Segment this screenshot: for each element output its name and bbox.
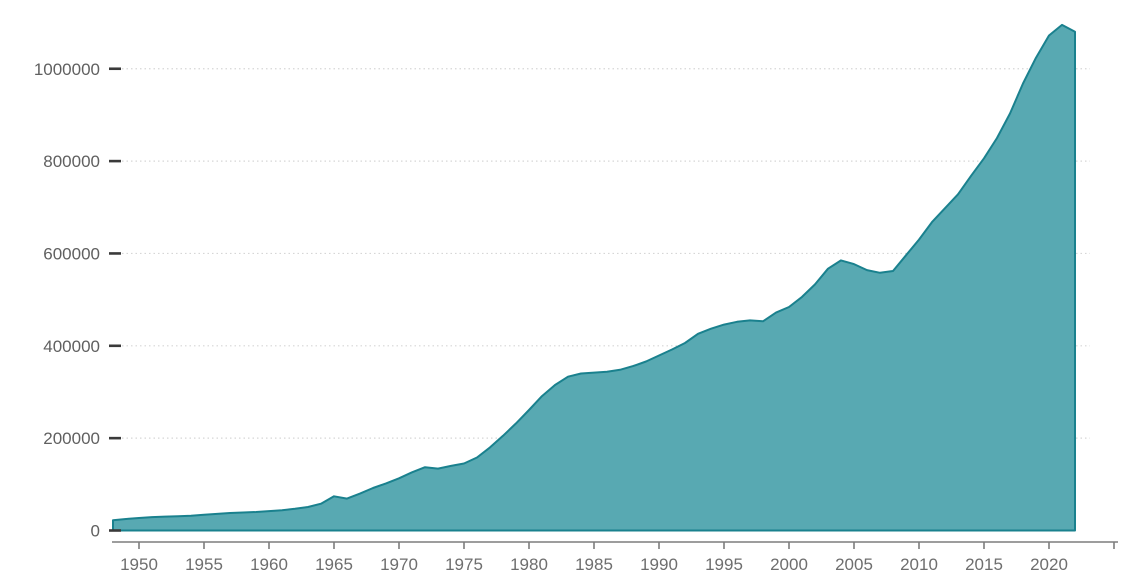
y-tick-label: 400000: [43, 337, 100, 356]
x-tick-label: 1955: [185, 555, 223, 574]
y-tick-label: 800000: [43, 152, 100, 171]
x-tick-label: 1995: [705, 555, 743, 574]
x-tick-label: 1970: [380, 555, 418, 574]
x-tick-label: 2020: [1030, 555, 1068, 574]
x-tick-label: 2005: [835, 555, 873, 574]
x-tick-label: 2000: [770, 555, 808, 574]
x-tick-label: 1975: [445, 555, 483, 574]
area-series: [112, 23, 1076, 532]
x-tick-label: 1985: [575, 555, 613, 574]
x-tick-label: 2015: [965, 555, 1003, 574]
x-tick-label: 1965: [315, 555, 353, 574]
x-tick-label: 1990: [640, 555, 678, 574]
x-tick-label: 1960: [250, 555, 288, 574]
x-tick-label: 1980: [510, 555, 548, 574]
y-tick-label: 1000000: [34, 60, 100, 79]
y-tick-label: 200000: [43, 429, 100, 448]
x-tick-label: 2010: [900, 555, 938, 574]
y-tick-label: 600000: [43, 244, 100, 263]
y-tick-label: 0: [91, 522, 100, 541]
x-tick-label: 1950: [120, 555, 158, 574]
